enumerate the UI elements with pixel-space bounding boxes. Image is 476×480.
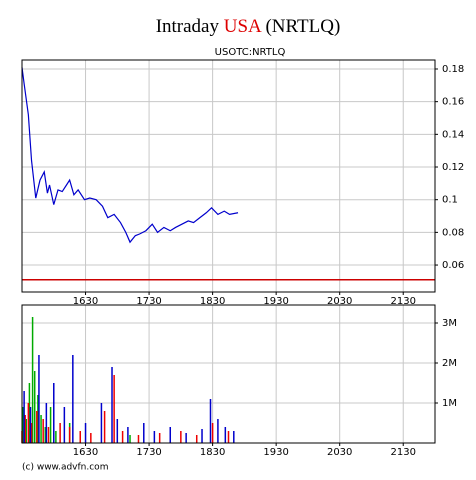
volume-bar: [100, 403, 103, 443]
volume-bar: [79, 431, 81, 443]
volume-bar: [40, 415, 42, 443]
volume-bar: [59, 423, 61, 443]
x-tick-label: 2030: [327, 296, 352, 307]
y-tick-label: 1M: [442, 398, 457, 409]
volume-bar: [28, 383, 31, 443]
volume-bar: [47, 427, 50, 443]
x-tick-label: 1930: [263, 447, 288, 458]
volume-bar: [116, 419, 119, 443]
volume-bar: [129, 435, 131, 443]
volume-bar: [33, 371, 36, 443]
volume-bar: [201, 429, 203, 443]
volume-bar: [209, 399, 212, 443]
volume-bar: [29, 407, 32, 443]
y-tick-label: 0.1: [442, 195, 458, 206]
volume-bar: [37, 395, 39, 443]
x-tick-label: 2130: [391, 447, 416, 458]
volume-bar: [127, 427, 129, 443]
y-tick-label: 2M: [442, 358, 457, 369]
volume-bar: [137, 435, 140, 443]
volume-bar: [23, 391, 25, 443]
volume-bar: [55, 431, 57, 443]
y-tick-label: 3M: [442, 318, 457, 329]
x-tick-label: 1730: [136, 447, 161, 458]
title-highlight: USA: [224, 16, 262, 37]
x-tick-label: 1630: [73, 296, 98, 307]
volume-bar: [169, 427, 172, 443]
price-line: [21, 67, 239, 244]
x-tick-label: 1630: [73, 447, 98, 458]
x-tick-label: 2030: [327, 447, 352, 458]
plot-frame: [21, 59, 436, 293]
volume-bar: [195, 435, 198, 443]
volume-bar: [72, 355, 74, 443]
volume-bar: [217, 419, 219, 443]
y-tick-label: 0.08: [442, 227, 464, 238]
volume-bar: [49, 407, 52, 443]
volume-bar: [111, 367, 113, 443]
y-tick-label: 0.06: [442, 260, 464, 271]
y-tick-label: 0.14: [442, 129, 464, 140]
volume-bar: [143, 423, 145, 443]
volume-bar: [53, 383, 55, 443]
y-tick-label: 0.18: [442, 64, 464, 75]
x-tick-label: 1830: [200, 296, 225, 307]
y-tick-label: 0.12: [442, 162, 464, 173]
x-tick-label: 1930: [263, 296, 288, 307]
volume-bar: [44, 427, 47, 443]
volume-bar: [113, 375, 115, 443]
volume-bar: [27, 403, 30, 443]
volume-bar: [121, 431, 124, 443]
chart-title: Intraday USA (NRTLQ): [156, 16, 341, 37]
x-tick-label: 1830: [200, 447, 225, 458]
volume-bar: [36, 411, 38, 443]
volume-bar: [31, 317, 34, 443]
volume-bar: [103, 411, 106, 443]
volume-bar: [153, 431, 156, 443]
volume-bar: [224, 427, 227, 443]
volume-bar: [25, 419, 27, 443]
volume-bar: [185, 433, 187, 443]
title-text: Intraday: [156, 16, 220, 37]
plot-frame: [21, 304, 436, 444]
volume-bar: [63, 407, 66, 443]
subtitle: USOTC:NRTLQ: [215, 47, 286, 58]
volume-bar: [233, 431, 235, 443]
volume-bar: [22, 407, 24, 443]
volume-bar: [227, 431, 230, 443]
volume-bar: [38, 355, 40, 443]
credit: (c) www.advfn.com: [22, 463, 108, 473]
volume-bar: [84, 423, 87, 443]
volume-bar: [90, 433, 92, 443]
volume-bar: [45, 403, 48, 443]
volume-bar: [30, 423, 33, 443]
volume-bar: [42, 419, 44, 443]
volume-bar: [24, 415, 26, 443]
volume-bar: [68, 427, 71, 443]
title-text: (NRTLQ): [265, 16, 340, 37]
volume-bar: [180, 431, 182, 443]
y-tick-label: 0.16: [442, 97, 464, 108]
volume-bar: [158, 433, 161, 443]
x-tick-label: 1730: [136, 296, 161, 307]
volume-bar: [211, 423, 214, 443]
x-tick-label: 2130: [391, 296, 416, 307]
